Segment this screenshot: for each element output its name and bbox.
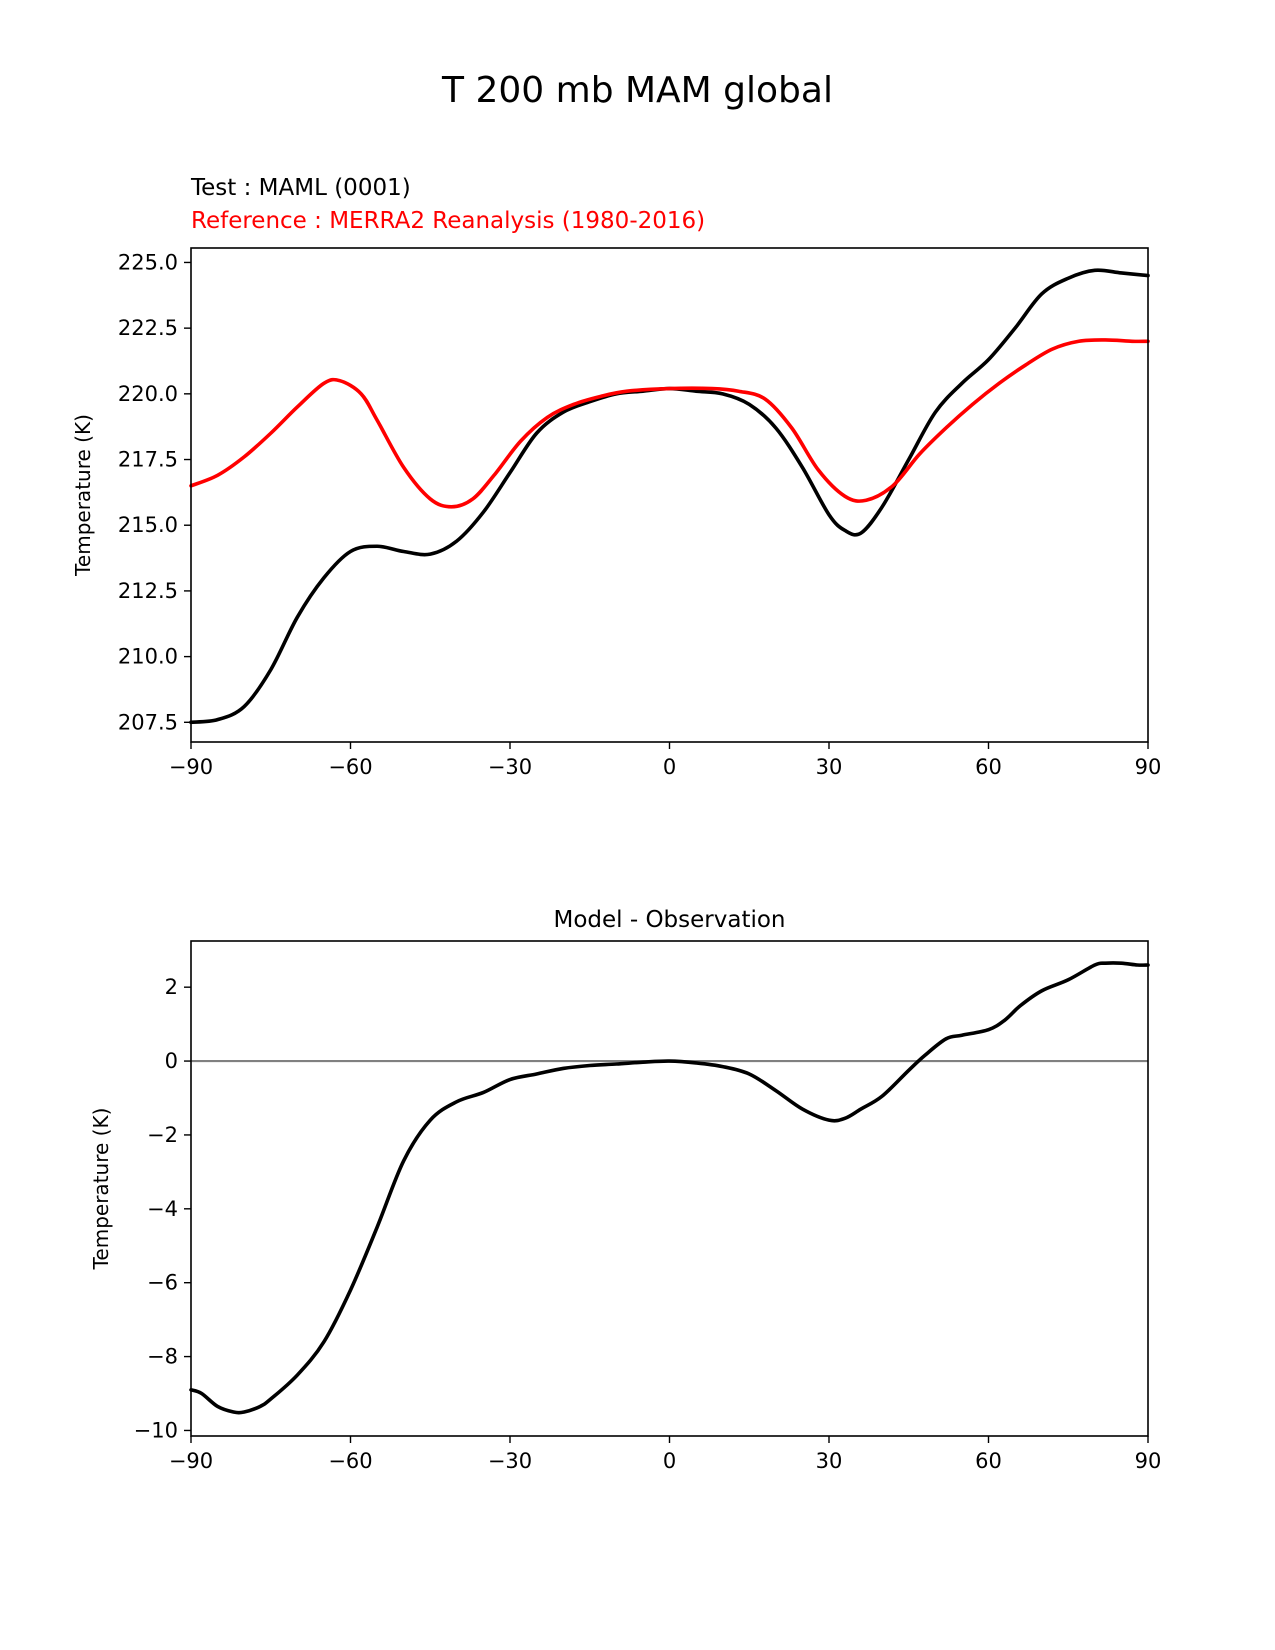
- x-tick-label: 30: [816, 755, 843, 779]
- x-tick-label: −90: [169, 1449, 213, 1473]
- y-tick-label: 2: [165, 975, 178, 999]
- y-tick-label: 0: [165, 1049, 178, 1073]
- x-tick-label: −60: [328, 755, 372, 779]
- y-tick-label: 207.5: [118, 710, 178, 734]
- y-tick-label: −10: [134, 1418, 178, 1442]
- test-series-line: [189, 268, 1150, 725]
- y-tick-label: 215.0: [118, 513, 178, 537]
- figure-title: T 200 mb MAM global: [442, 70, 833, 111]
- y-tick-label: −8: [147, 1345, 178, 1369]
- y-tick-label: 210.0: [118, 645, 178, 669]
- x-tick-label: 60: [975, 755, 1002, 779]
- plot-frame: [190, 940, 1149, 1437]
- x-tick-label: 30: [816, 1449, 843, 1473]
- x-tick-label: 60: [975, 1449, 1002, 1473]
- x-tick-label: −30: [488, 1449, 532, 1473]
- panel-title: Model - Observation: [553, 907, 785, 933]
- difference-series-line: [189, 961, 1150, 1415]
- x-tick-label: 0: [663, 755, 676, 779]
- y-tick-label: 225.0: [118, 250, 178, 274]
- y-axis-label: Temperature (K): [71, 414, 95, 577]
- y-tick-label: 222.5: [118, 316, 178, 340]
- y-tick-label: −6: [147, 1271, 178, 1295]
- reference-series-line: [189, 338, 1150, 509]
- legend-reference-label: Reference : MERRA2 Reanalysis (1980-2016…: [191, 208, 706, 234]
- plot-frame: [190, 247, 1149, 743]
- y-tick-label: −2: [147, 1123, 178, 1147]
- x-tick-label: −60: [328, 1449, 372, 1473]
- x-tick-label: 90: [1135, 1449, 1162, 1473]
- bottom-panel: −90 −60 −30 0 30 60 90 −10 −8 −6 −4 −2 0 2 Temperature…: [89, 907, 1161, 1473]
- x-tick-label: −90: [169, 755, 213, 779]
- y-tick-label: 212.5: [118, 579, 178, 603]
- y-axis-label: Temperature (K): [89, 1108, 113, 1271]
- y-tick-label: −4: [147, 1197, 178, 1221]
- legend-test-label: Test : MAML (0001): [191, 175, 411, 201]
- x-tick-label: 0: [663, 1449, 676, 1473]
- y-tick-label: 217.5: [118, 448, 178, 472]
- top-panel: −90 −60 −30 0 30 60 90 207.5 210.0 212.5 215.0 217.…: [71, 247, 1162, 779]
- y-tick-label: 220.0: [118, 382, 178, 406]
- x-tick-label: −30: [488, 755, 532, 779]
- x-tick-label: 90: [1135, 755, 1162, 779]
